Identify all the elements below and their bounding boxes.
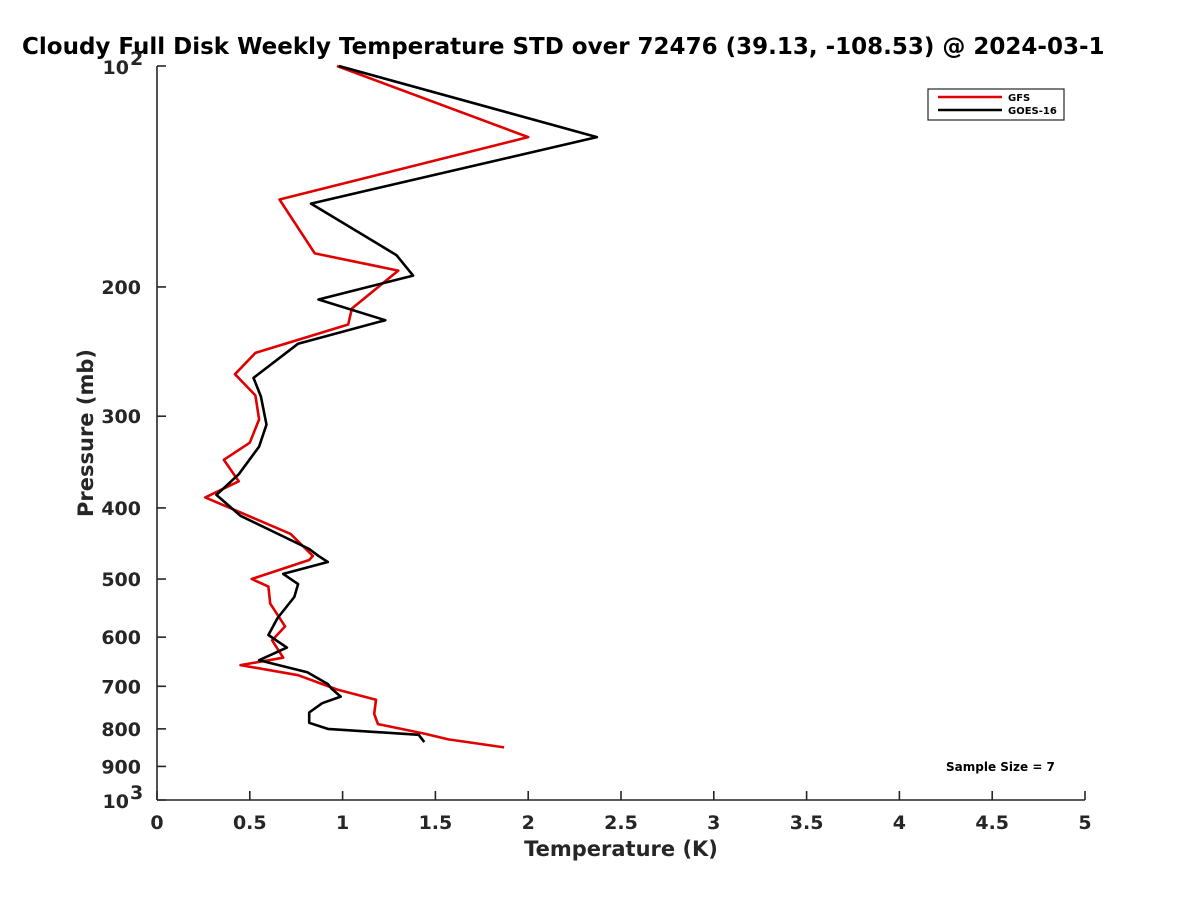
x-tick-label: 2: [522, 812, 535, 834]
legend-box: [927, 88, 1065, 121]
chart-title: Cloudy Full Disk Weekly Temperature STD …: [22, 34, 1105, 60]
x-tick-label: 5: [1078, 812, 1091, 834]
y-axis-label: Pressure (mb): [74, 349, 98, 517]
series-line-goes16: [215, 64, 599, 743]
x-tick-label: 4.5: [975, 812, 1009, 834]
y-tick-label: 400: [101, 498, 141, 520]
x-tick-label: 1: [336, 812, 349, 834]
legend-label-gfs: GFS: [1008, 93, 1030, 104]
x-tick-label: 0.5: [233, 812, 267, 834]
x-tick-label: 1.5: [419, 812, 453, 834]
y-tick-label: 700: [101, 676, 141, 698]
x-tick-label: 3: [707, 812, 720, 834]
y-tick-label-power: 10: [103, 57, 129, 79]
legend-label-goes16: GOES-16: [1008, 106, 1057, 117]
y-tick-label-exponent: 2: [130, 48, 143, 70]
y-tick-label: 300: [101, 406, 141, 428]
y-tick-label: 800: [101, 719, 141, 741]
x-tick-label: 0: [150, 812, 163, 834]
x-tick-label: 4: [893, 812, 906, 834]
y-tick-label: 900: [101, 756, 141, 778]
y-tick-label-power: 10: [103, 791, 129, 813]
series-layer: [204, 64, 599, 749]
y-tick-label: 200: [101, 277, 141, 299]
y-tick-label-exponent: 3: [130, 782, 143, 804]
x-tick-label: 3.5: [790, 812, 824, 834]
x-tick-label: 2.5: [604, 812, 638, 834]
y-tick-label: 500: [101, 569, 141, 591]
series-line-gfs: [204, 64, 530, 749]
sample-size-annotation: Sample Size = 7: [946, 760, 1055, 774]
x-axis-label: Temperature (K): [524, 837, 718, 861]
legend: GFS GOES-16: [927, 88, 1065, 121]
y-tick-label: 600: [101, 627, 141, 649]
x-ticks: 0 0.5 1 1.5 2 2.5 3 3.5 4 4.5 5: [150, 791, 1092, 834]
plot-area: 0 0.5 1 1.5 2 2.5 3 3.5 4 4.5 5 200 300 400 500 600 700…: [101, 48, 1091, 834]
